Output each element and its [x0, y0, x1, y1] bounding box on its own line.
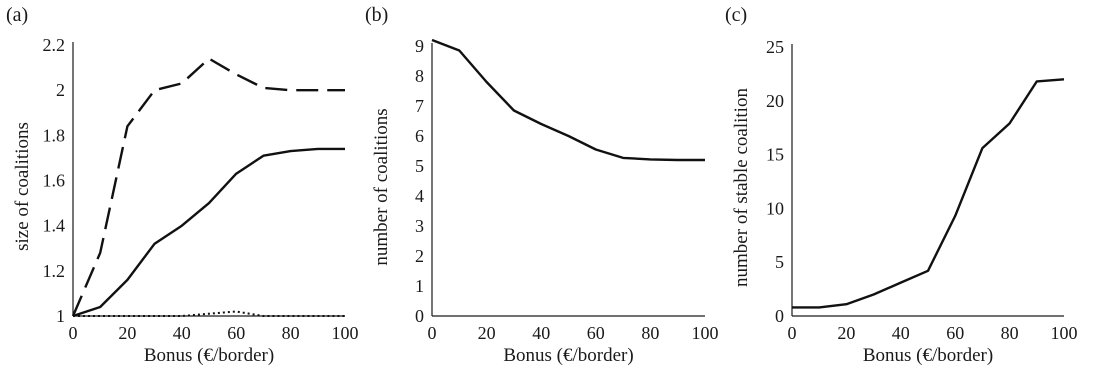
- panel-b: 0 20 40 60 80 100 0 1 2 3 4 5 6 7 8 9 Bonus (€/border) nu…: [365, 4, 719, 366]
- panel-a-y-tick-label: 1.4: [43, 216, 66, 236]
- panel-c-y-tick-label: 20: [766, 91, 784, 111]
- panel-b-y-tick-label: 8: [415, 66, 424, 86]
- panel-c-y-tick-label: 5: [775, 252, 784, 272]
- panel-c-y-tick-label: 0: [775, 306, 784, 326]
- panel-c-y-axis-title: number of stable coalition: [731, 88, 752, 287]
- panel-a-x-tick-label: 100: [332, 323, 359, 343]
- panel-a-x-axis-title: Bonus (€/border): [144, 345, 274, 366]
- panel-b-y-tick-label: 6: [415, 126, 424, 146]
- panel-b-x-tick-label: 80: [641, 323, 659, 343]
- panel-a-y-tick-label: 1: [56, 306, 65, 326]
- panel-b-y-tick-label: 1: [415, 276, 424, 296]
- panel-c-x-tick-label: 60: [946, 323, 964, 343]
- panel-c-x-tick-label: 100: [1051, 323, 1078, 343]
- panel-c-x-tick-label: 40: [892, 323, 910, 343]
- panel-a: 0 20 40 60 80 100 1 1.2 1.4 1.6 1.8 2 2.2 Bonus (€/bo…: [6, 4, 359, 366]
- panel-c-x-tick-label: 80: [1001, 323, 1019, 343]
- panel-a-x-tick-label: 40: [173, 323, 191, 343]
- panel-a-series-dotted-line: [73, 310, 345, 317]
- panel-b-x-tick-label: 0: [428, 323, 437, 343]
- panel-b-y-tick-label: 4: [415, 186, 424, 206]
- panel-b-y-tick-label: 5: [415, 156, 424, 176]
- panel-c-tag: (c): [725, 4, 747, 26]
- panel-c-x-tick-label: 20: [837, 323, 855, 343]
- panel-a-x-tick-label: 80: [282, 323, 300, 343]
- panel-c-x-axis-title: Bonus (€/border): [863, 345, 993, 366]
- panel-b-y-tick-label: 3: [415, 216, 424, 236]
- panel-a-x-tick-label: 0: [69, 323, 78, 343]
- panel-b-x-tick-label: 20: [478, 323, 496, 343]
- panel-b-tag: (b): [365, 4, 388, 26]
- panel-c: 0 20 40 60 80 100 0 5 10 15 20 25 Bonus (€/border) nu…: [725, 4, 1078, 366]
- panel-a-series-dashed-line: [71, 57, 345, 317]
- panel-b-y-tick-label: 7: [415, 96, 424, 116]
- panel-b-x-tick-label: 60: [587, 323, 605, 343]
- panel-b-x-tick-label: 40: [532, 323, 550, 343]
- panel-b-x-tick-label: 100: [692, 323, 719, 343]
- panel-a-x-tick-label: 20: [118, 323, 136, 343]
- panel-a-y-tick-label: 2: [56, 80, 65, 100]
- panel-a-series-solid-line: [72, 147, 345, 318]
- panel-c-y-tick-label: 15: [766, 145, 784, 165]
- panel-b-y-tick-label: 0: [415, 306, 424, 326]
- panel-a-y-axis-title: size of coalitions: [12, 122, 33, 251]
- panel-a-y-tick-label: 1.2: [43, 261, 66, 281]
- panel-b-x-axis-title: Bonus (€/border): [503, 345, 633, 366]
- panel-b-y-axis-title: number of coalitions: [371, 108, 392, 265]
- panel-b-y-tick-label: 2: [415, 246, 424, 266]
- panel-c-y-tick-label: 10: [766, 198, 784, 218]
- panel-a-y-tick-label: 1.8: [43, 125, 66, 145]
- panel-c-series-solid-line: [792, 78, 1065, 309]
- panel-a-tag: (a): [6, 4, 28, 26]
- panel-b-y-tick-label: 9: [415, 36, 424, 56]
- panel-b-series-solid-line: [431, 38, 705, 162]
- panel-a-y-tick-label: 2.2: [43, 35, 66, 55]
- panel-a-x-tick-label: 60: [227, 323, 245, 343]
- panel-a-y-tick-label: 1.6: [43, 171, 66, 191]
- panel-c-y-tick-label: 25: [766, 37, 784, 57]
- panel-c-x-tick-label: 0: [788, 323, 797, 343]
